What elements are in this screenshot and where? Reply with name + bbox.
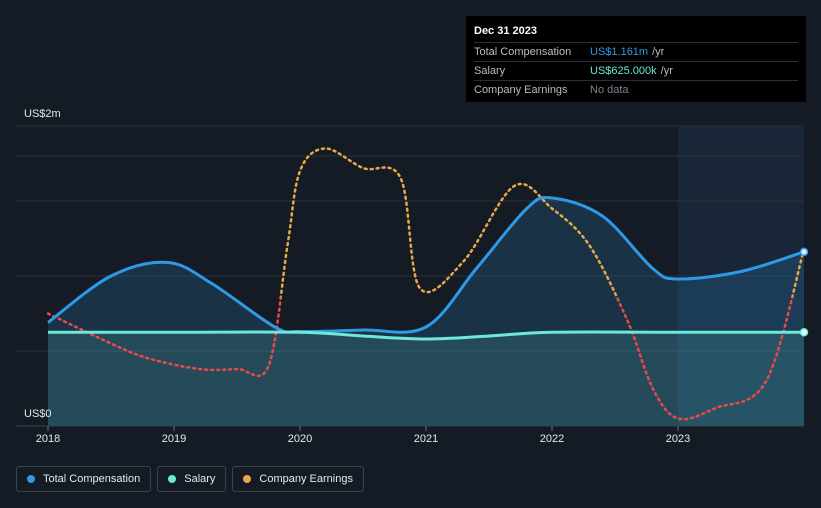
salary-line — [48, 330, 804, 341]
legend-total-compensation[interactable]: Total Compensation — [16, 466, 152, 492]
salary-area — [48, 331, 804, 426]
legend-label: Total Compensation — [43, 473, 141, 485]
legend-dot-icon — [27, 475, 35, 483]
x-tick-label: 2023 — [666, 433, 690, 445]
tooltip-row-salary: Salary US$625.000k /yr — [474, 62, 798, 81]
x-axis-ticks: 2018 2019 2020 2021 2022 2023 — [36, 426, 690, 445]
x-tick-label: 2022 — [540, 433, 564, 445]
company-earnings-line — [46, 147, 806, 421]
total-compensation-line — [47, 195, 805, 334]
x-tick-label: 2020 — [288, 433, 312, 445]
legend-company-earnings[interactable]: Company Earnings — [232, 466, 364, 492]
y-axis-top-label: US$2m — [24, 108, 61, 120]
x-tick-label: 2021 — [414, 433, 438, 445]
tooltip-value: US$625.000k — [590, 65, 657, 77]
tooltip-row-earnings: Company Earnings No data — [474, 81, 798, 99]
tooltip-value: US$1.161m — [590, 46, 649, 58]
tooltip-date: Dec 31 2023 — [474, 22, 798, 43]
tooltip-unit: /yr — [660, 65, 673, 77]
x-tick-label: 2018 — [36, 433, 60, 445]
legend-salary[interactable]: Salary — [157, 466, 227, 492]
tooltip-row-total: Total Compensation US$1.161m /yr — [474, 43, 798, 62]
total-compensation-end-marker — [799, 247, 809, 257]
x-tick-label: 2019 — [162, 433, 186, 445]
salary-end-marker — [799, 328, 809, 337]
gridlines — [16, 125, 804, 352]
legend-dot-icon — [168, 475, 177, 483]
legend: Total Compensation Salary Company Earnin… — [16, 466, 364, 492]
legend-dot-icon — [243, 475, 252, 483]
tooltip-value: No data — [590, 84, 629, 96]
tooltip-unit: /yr — [652, 46, 665, 58]
legend-label: Salary — [184, 473, 216, 485]
tooltip-label: Total Compensation — [474, 46, 572, 58]
tooltip-label: Salary — [474, 65, 506, 77]
tooltip-label: Company Earnings — [474, 84, 568, 96]
tooltip: Dec 31 2023 Total Compensation US$1.161m… — [466, 16, 806, 102]
legend-label: Company Earnings — [259, 473, 353, 485]
y-axis-bottom-label: US$0 — [24, 408, 52, 420]
